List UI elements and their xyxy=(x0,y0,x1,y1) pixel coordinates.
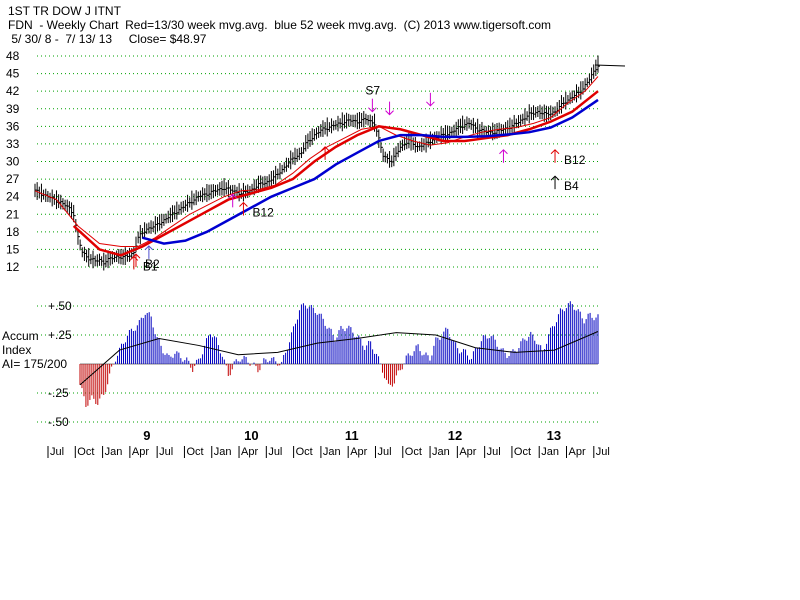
x-month-label: Jan xyxy=(432,446,450,458)
y-tick-label: 39 xyxy=(6,102,20,116)
signal-label: B2 xyxy=(145,257,160,271)
buy-signal-arrowhead xyxy=(550,149,560,155)
buy-signal-arrowhead xyxy=(144,245,154,251)
x-month-label: Jul xyxy=(159,446,173,458)
x-month-label: Apr xyxy=(459,446,476,458)
buy-signal-arrowhead xyxy=(129,255,139,261)
signal-label: B4 xyxy=(564,179,579,193)
sell-signal-arrowhead xyxy=(368,107,377,113)
signal-label: S7 xyxy=(365,84,380,98)
y-tick-label: 18 xyxy=(6,225,20,239)
x-year-label: 10 xyxy=(244,428,258,443)
buy-signal-arrowhead xyxy=(499,149,508,155)
accum-index-label: AI= 175/200 xyxy=(2,357,67,371)
x-month-label: Oct xyxy=(77,446,94,458)
y-tick-label: 45 xyxy=(6,67,20,81)
y-tick-label: 30 xyxy=(6,155,20,169)
x-month-label: Jan xyxy=(323,446,341,458)
buy-signal-arrowhead xyxy=(239,201,248,207)
x-year-label: 13 xyxy=(547,428,561,443)
x-month-label: Jul xyxy=(50,446,64,458)
x-year-label: 9 xyxy=(143,428,150,443)
ai-y-tick-label: +.25 xyxy=(48,328,72,342)
x-month-label: Jul xyxy=(377,446,391,458)
ma13-line xyxy=(34,76,599,247)
x-year-label: 12 xyxy=(448,428,462,443)
ai-y-tick-label: -.25 xyxy=(48,386,69,400)
x-month-label: Jul xyxy=(596,446,610,458)
close-extension-line xyxy=(594,64,626,67)
y-tick-label: 21 xyxy=(6,207,20,221)
signal-label: B12 xyxy=(564,153,586,167)
x-month-label: Apr xyxy=(132,446,149,458)
y-tick-label: 48 xyxy=(6,49,20,63)
y-tick-label: 27 xyxy=(6,172,20,186)
y-tick-label: 24 xyxy=(6,190,20,204)
x-month-label: Jan xyxy=(105,446,123,458)
y-tick-label: 36 xyxy=(6,119,20,133)
ai-y-tick-label: -.50 xyxy=(48,415,69,429)
ma30-line xyxy=(72,90,599,257)
x-month-label: Jan xyxy=(541,446,559,458)
y-tick-label: 12 xyxy=(6,260,20,274)
y-tick-label: 42 xyxy=(6,84,20,98)
chart-title: 1ST TR DOW J ITNT xyxy=(8,4,121,18)
accum-index-label: Accum xyxy=(2,329,39,343)
y-tick-label: 33 xyxy=(6,137,20,151)
x-month-label: Apr xyxy=(241,446,258,458)
accum-index-label: Index xyxy=(2,343,31,357)
buy-signal-arrowhead xyxy=(228,193,238,199)
x-month-label: Oct xyxy=(514,446,531,458)
buy-signal-arrowhead xyxy=(320,146,330,152)
x-month-label: Apr xyxy=(569,446,586,458)
sell-signal-arrowhead xyxy=(426,101,435,107)
date-range-close: 5/ 30/ 8 - 7/ 13/ 13 Close= $48.97 xyxy=(8,32,207,46)
x-month-label: Jan xyxy=(214,446,232,458)
ai-y-tick-label: +.50 xyxy=(48,299,72,313)
x-month-label: Jul xyxy=(487,446,501,458)
sell-signal-arrowhead xyxy=(385,110,394,116)
ma52-line xyxy=(142,98,599,245)
x-month-label: Jul xyxy=(268,446,282,458)
x-month-label: Oct xyxy=(186,446,203,458)
x-year-label: 11 xyxy=(345,428,359,443)
x-month-label: Oct xyxy=(405,446,422,458)
signal-label: B12 xyxy=(252,206,274,220)
signal-label: B1 xyxy=(143,259,158,273)
y-tick-label: 15 xyxy=(6,242,20,256)
ai-moving-average xyxy=(79,331,599,386)
chart-subtitle: FDN - Weekly Chart Red=13/30 week mvg.av… xyxy=(8,18,551,32)
buy-signal-arrowhead xyxy=(550,175,560,181)
x-month-label: Apr xyxy=(350,446,367,458)
x-month-label: Oct xyxy=(296,446,313,458)
